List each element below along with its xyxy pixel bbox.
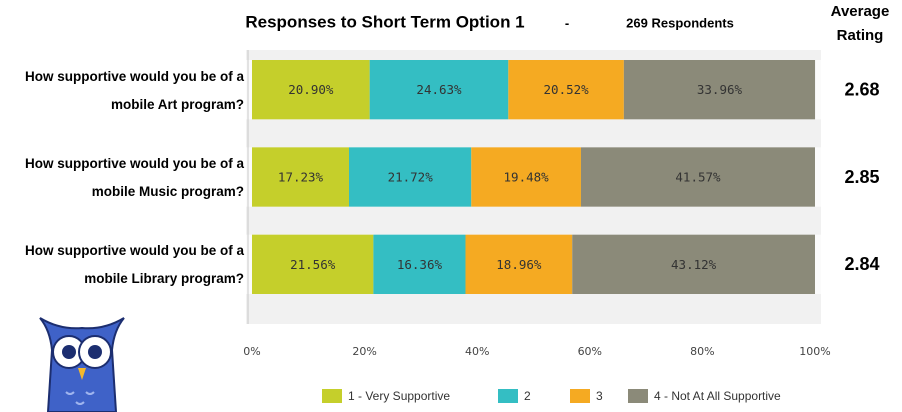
bar-segment	[623, 60, 816, 120]
legend-label: 2	[524, 389, 531, 403]
data-label: 19.48%	[504, 170, 550, 185]
bar-segment	[508, 60, 624, 120]
x-tick-label: 100%	[799, 345, 830, 358]
average-rating: 2.85	[844, 167, 879, 187]
bar-segment	[471, 147, 581, 207]
bar-segment	[465, 234, 573, 294]
legend-swatch	[570, 389, 590, 403]
data-label: 33.96%	[697, 82, 743, 97]
data-label: 16.36%	[397, 257, 443, 272]
data-label: 21.56%	[290, 257, 336, 272]
data-label: 24.63%	[416, 82, 462, 97]
legend-label: 3	[596, 389, 603, 403]
legend-swatch	[498, 389, 518, 403]
category-label: How supportive would you be of a mobile …	[24, 68, 244, 112]
average-rating: 2.68	[844, 79, 879, 99]
bar-segment	[580, 147, 815, 207]
bar-segment	[252, 234, 374, 294]
title-separator: -	[565, 15, 569, 30]
category-label: How supportive would you be of a mobile …	[24, 156, 244, 199]
legend-swatch	[628, 389, 648, 403]
data-label: 18.96%	[496, 257, 542, 272]
legend-label: 1 - Very Supportive	[348, 389, 450, 403]
data-label: 17.23%	[278, 170, 324, 185]
legend-label: 4 - Not At All Supportive	[654, 389, 781, 403]
x-tick-label: 80%	[690, 345, 714, 358]
average-rating-title: Average Rating	[830, 3, 890, 44]
category-label: How supportive would you be of a mobile …	[24, 243, 244, 287]
x-tick-label: 60%	[578, 345, 602, 358]
x-tick-label: 0%	[243, 345, 260, 358]
bar-segment	[373, 234, 466, 294]
data-label: 43.12%	[671, 257, 717, 272]
bar-segment	[349, 147, 472, 207]
bar-segment	[252, 60, 370, 120]
data-label: 20.90%	[288, 82, 334, 97]
average-rating: 2.84	[844, 254, 879, 274]
bar-segment	[369, 60, 509, 120]
x-tick-label: 20%	[352, 345, 376, 358]
bar-segment	[252, 147, 350, 207]
owl	[39, 317, 125, 412]
data-label: 21.72%	[388, 170, 434, 185]
data-label: 20.52%	[544, 82, 590, 97]
chart-subtitle: 269 Respondents	[626, 15, 734, 30]
chart-title: Responses to Short Term Option 1	[245, 12, 524, 31]
bar-segment	[572, 234, 815, 294]
legend-swatch	[322, 389, 342, 403]
x-tick-label: 40%	[465, 345, 489, 358]
data-label: 41.57%	[675, 170, 721, 185]
